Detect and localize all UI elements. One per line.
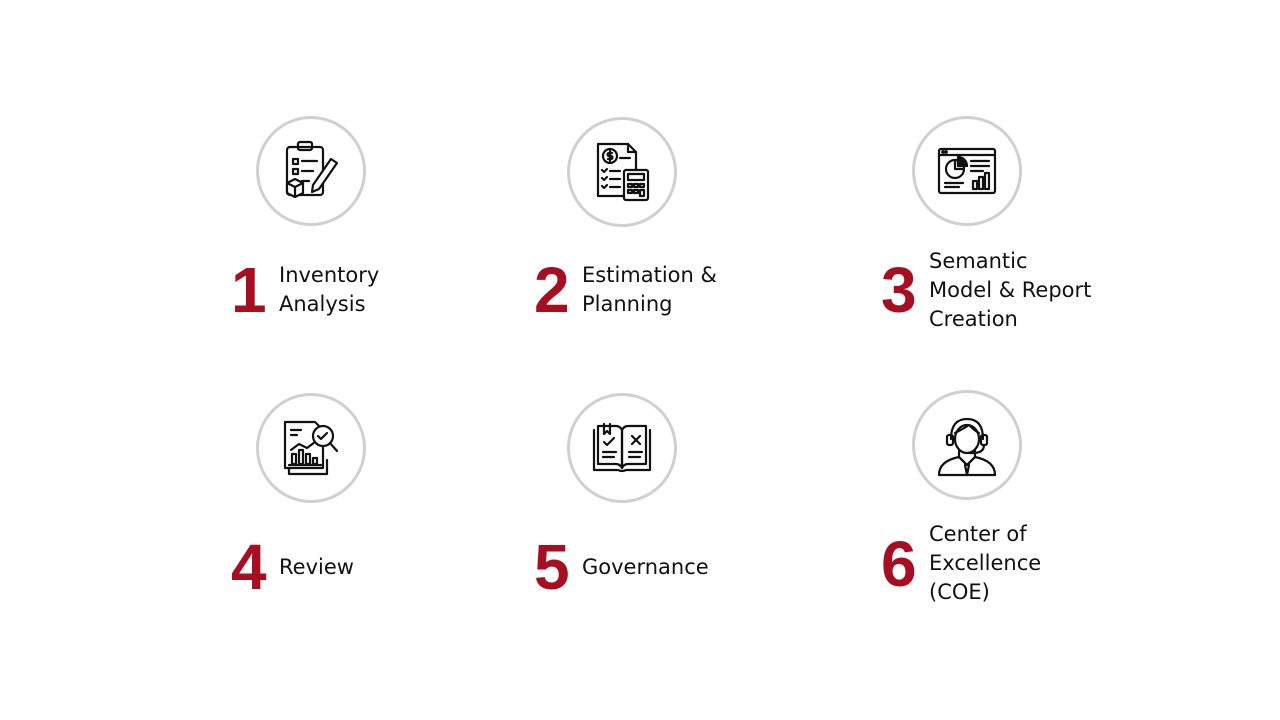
label-line: Model & Report xyxy=(929,277,1092,302)
invoice-calculator-icon xyxy=(596,142,650,202)
step-2-icon-circle xyxy=(567,117,677,227)
step-6-number: 6 xyxy=(881,528,917,600)
step-6-label: Center of Excellence (COE) xyxy=(929,505,1129,621)
step-4-number: 4 xyxy=(231,531,267,603)
step-5-number: 5 xyxy=(534,531,570,603)
label-line: Governance xyxy=(582,554,709,579)
label-line: Creation xyxy=(929,306,1018,331)
label-line: (COE) xyxy=(929,579,990,604)
step-4-label: Review xyxy=(279,509,479,625)
step-1-number: 1 xyxy=(231,254,267,326)
label-line: Review xyxy=(279,554,354,579)
step-3-number: 3 xyxy=(881,254,917,326)
clipboard-checklist-icon xyxy=(285,140,339,199)
dashboard-report-icon xyxy=(937,147,997,195)
step-2-label: Estimation & Planning xyxy=(582,232,782,348)
step-3-icon-circle xyxy=(912,116,1022,226)
label-line: Planning xyxy=(582,292,673,316)
step-1-icon-circle xyxy=(256,116,366,226)
label-line: Analysis xyxy=(279,292,366,316)
step-6-icon-circle xyxy=(912,390,1022,500)
step-5-icon-circle xyxy=(567,393,677,503)
step-2-number: 2 xyxy=(534,254,570,326)
label-line: Estimation & xyxy=(582,263,717,287)
rulebook-icon xyxy=(592,422,652,473)
label-line: Semantic xyxy=(929,248,1028,273)
step-4-icon-circle xyxy=(256,393,366,503)
label-line: Center of xyxy=(929,521,1027,546)
label-line: Excellence xyxy=(929,550,1042,575)
support-agent-icon xyxy=(937,417,997,477)
step-1-label: Inventory Analysis xyxy=(279,232,479,348)
step-5-label: Governance xyxy=(582,509,782,625)
report-magnifier-icon xyxy=(283,420,339,476)
label-line: Inventory xyxy=(279,263,380,287)
step-3-label: Semantic Model & Report Creation xyxy=(929,232,1129,348)
